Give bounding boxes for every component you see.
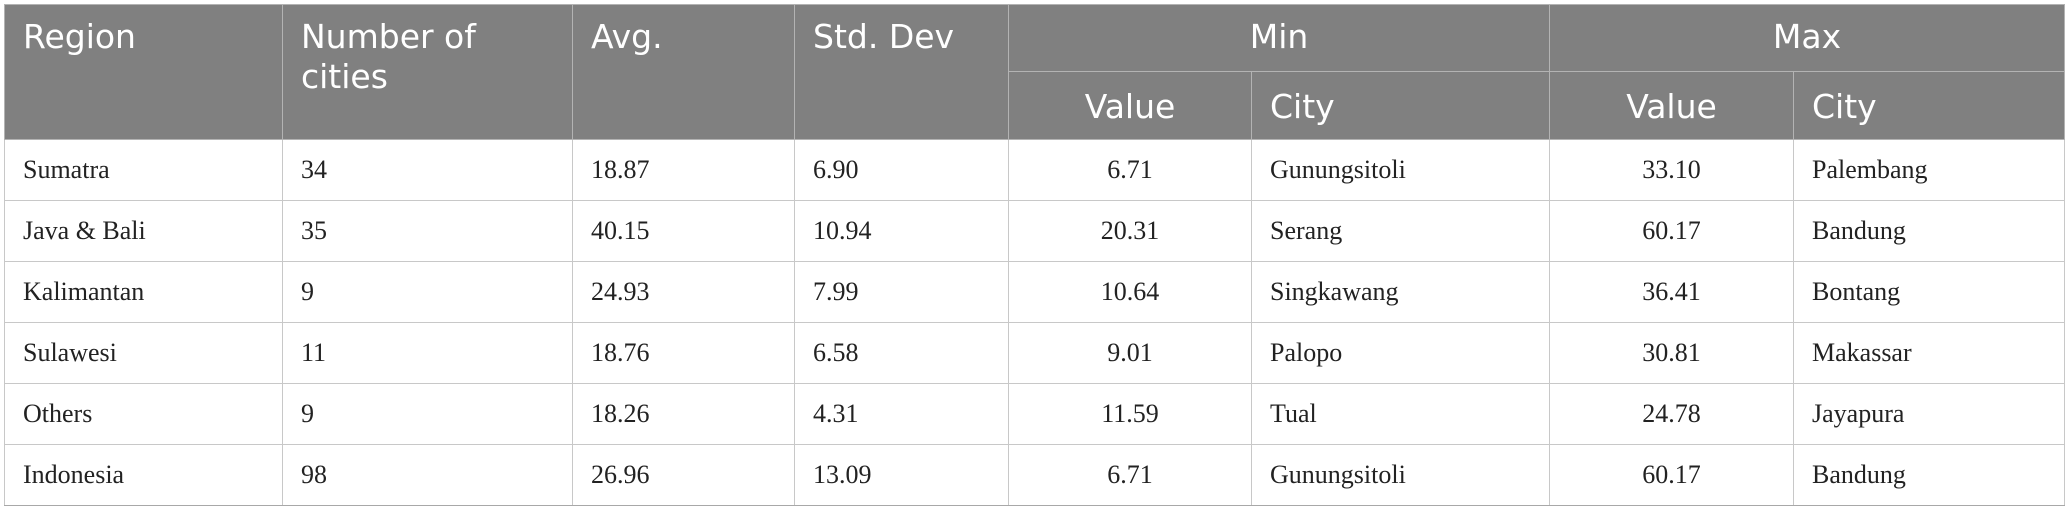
cell-cities: 9	[282, 261, 573, 323]
cell-min-value: 6.71	[1008, 444, 1252, 506]
cell-max-value: 36.41	[1549, 261, 1794, 323]
cell-avg: 18.76	[572, 322, 795, 384]
table-row: Kalimantan 9 24.93 7.99 10.64 Singkawang…	[4, 261, 2066, 323]
cell-min-value: 20.31	[1008, 200, 1252, 262]
data-table: Region Number of cities Avg. Std. Dev Mi…	[4, 4, 2066, 506]
cell-cities: 35	[282, 200, 573, 262]
header-number-of-cities: Number of cities	[282, 4, 573, 140]
cell-std-dev: 6.58	[794, 322, 1009, 384]
cell-max-value: 33.10	[1549, 139, 1794, 201]
cell-max-value: 24.78	[1549, 383, 1794, 445]
cell-min-value: 11.59	[1008, 383, 1252, 445]
cell-min-value: 10.64	[1008, 261, 1252, 323]
cell-min-value: 9.01	[1008, 322, 1252, 384]
table-body: Sumatra 34 18.87 6.90 6.71 Gunungsitoli …	[4, 139, 2066, 506]
cell-std-dev: 6.90	[794, 139, 1009, 201]
cell-min-city: Serang	[1251, 200, 1550, 262]
cell-region: Indonesia	[4, 444, 283, 506]
header-min-value: Value	[1008, 71, 1252, 140]
cell-cities: 34	[282, 139, 573, 201]
cell-region: Kalimantan	[4, 261, 283, 323]
header-std-dev: Std. Dev	[794, 4, 1009, 140]
cell-avg: 24.93	[572, 261, 795, 323]
cell-avg: 40.15	[572, 200, 795, 262]
header-min-city: City	[1251, 71, 1550, 140]
cell-min-value: 6.71	[1008, 139, 1252, 201]
cell-max-city: Bandung	[1792, 200, 2066, 262]
header-min: Min	[1008, 4, 1550, 72]
table-row: Others 9 18.26 4.31 11.59 Tual 24.78 Jay…	[4, 383, 2066, 445]
cell-min-city: Gunungsitoli	[1251, 444, 1550, 506]
table-row: Indonesia 98 26.96 13.09 6.71 Gunungsito…	[4, 444, 2066, 506]
cell-cities: 11	[282, 322, 573, 384]
cell-std-dev: 13.09	[794, 444, 1009, 506]
cell-min-city: Palopo	[1251, 322, 1550, 384]
cell-max-value: 60.17	[1549, 444, 1794, 506]
header-max-city: City	[1792, 71, 2066, 140]
cell-max-value: 30.81	[1549, 322, 1794, 384]
cell-region: Sulawesi	[4, 322, 283, 384]
cell-max-city: Bontang	[1792, 261, 2066, 323]
cell-max-city: Bandung	[1792, 444, 2066, 506]
cell-min-city: Singkawang	[1251, 261, 1550, 323]
cell-max-city: Jayapura	[1792, 383, 2066, 445]
table-row: Sulawesi 11 18.76 6.58 9.01 Palopo 30.81…	[4, 322, 2066, 384]
cell-max-value: 60.17	[1549, 200, 1794, 262]
header-max: Max	[1548, 4, 2066, 72]
table-row: Java & Bali 35 40.15 10.94 20.31 Serang …	[4, 200, 2066, 262]
table-row: Sumatra 34 18.87 6.90 6.71 Gunungsitoli …	[4, 139, 2066, 201]
cell-cities: 98	[282, 444, 573, 506]
cell-std-dev: 7.99	[794, 261, 1009, 323]
cell-max-city: Makassar	[1792, 322, 2066, 384]
header-max-value: Value	[1549, 71, 1794, 140]
cell-std-dev: 10.94	[794, 200, 1009, 262]
header-region: Region	[4, 4, 283, 140]
cell-avg: 18.87	[572, 139, 795, 201]
cell-std-dev: 4.31	[794, 383, 1009, 445]
cell-max-city: Palembang	[1792, 139, 2066, 201]
header-avg: Avg.	[572, 4, 795, 140]
cell-region: Sumatra	[4, 139, 283, 201]
cell-avg: 26.96	[572, 444, 795, 506]
cell-avg: 18.26	[572, 383, 795, 445]
table-header: Region Number of cities Avg. Std. Dev Mi…	[4, 4, 2066, 140]
cell-cities: 9	[282, 383, 573, 445]
cell-region: Java & Bali	[4, 200, 283, 262]
cell-min-city: Gunungsitoli	[1251, 139, 1550, 201]
cell-region: Others	[4, 383, 283, 445]
cell-min-city: Tual	[1251, 383, 1550, 445]
